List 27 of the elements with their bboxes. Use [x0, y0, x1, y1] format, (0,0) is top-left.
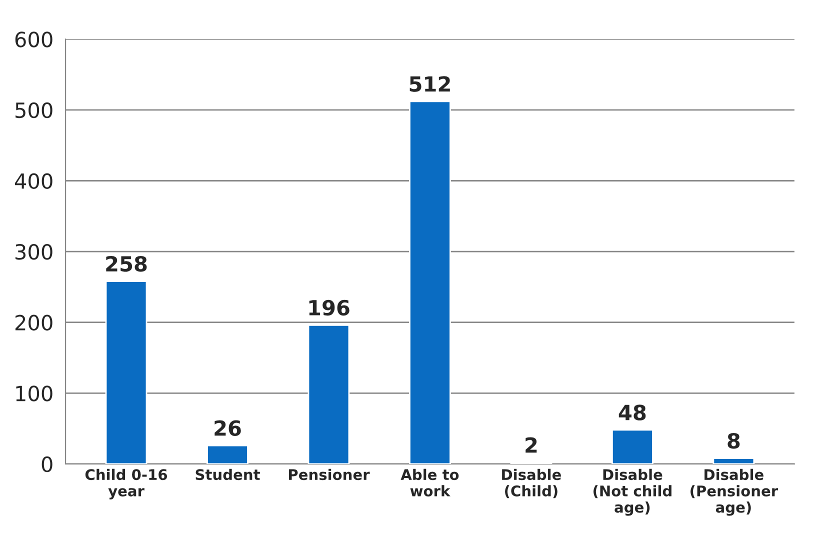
x-tick-label: Child 0-16 year	[85, 468, 168, 500]
bar	[409, 100, 451, 464]
bar	[308, 324, 350, 464]
bar	[712, 458, 755, 464]
x-tick-label: Able to work	[400, 468, 459, 496]
x-tick-label: Disable (Not child age)	[594, 468, 672, 516]
x-tick-label: Disable (Child)	[502, 468, 561, 498]
y-tick-label: 600	[15, 32, 52, 48]
y-tick-label: 100	[16, 386, 52, 402]
bar	[105, 280, 148, 464]
data-label: 26	[214, 420, 241, 436]
x-tick-label: Pensioner	[289, 468, 370, 480]
x-tick-label: Disable (Pensioner age)	[690, 468, 778, 516]
data-label: 2	[526, 437, 537, 453]
y-tick-label: 400	[14, 173, 52, 189]
data-label: 196	[309, 300, 350, 316]
y-tick-label: 200	[15, 314, 52, 331]
data-label: 512	[410, 76, 450, 92]
data-label: 258	[106, 256, 147, 272]
y-tick-label: 500	[16, 102, 52, 118]
y-tick-label: 300	[16, 244, 52, 260]
x-tick-label: Student	[196, 468, 260, 480]
bar	[612, 429, 654, 464]
y-tick-label: 0	[42, 456, 52, 472]
data-label: 8	[728, 432, 740, 449]
data-label: 48	[618, 404, 646, 420]
bar	[206, 444, 248, 464]
